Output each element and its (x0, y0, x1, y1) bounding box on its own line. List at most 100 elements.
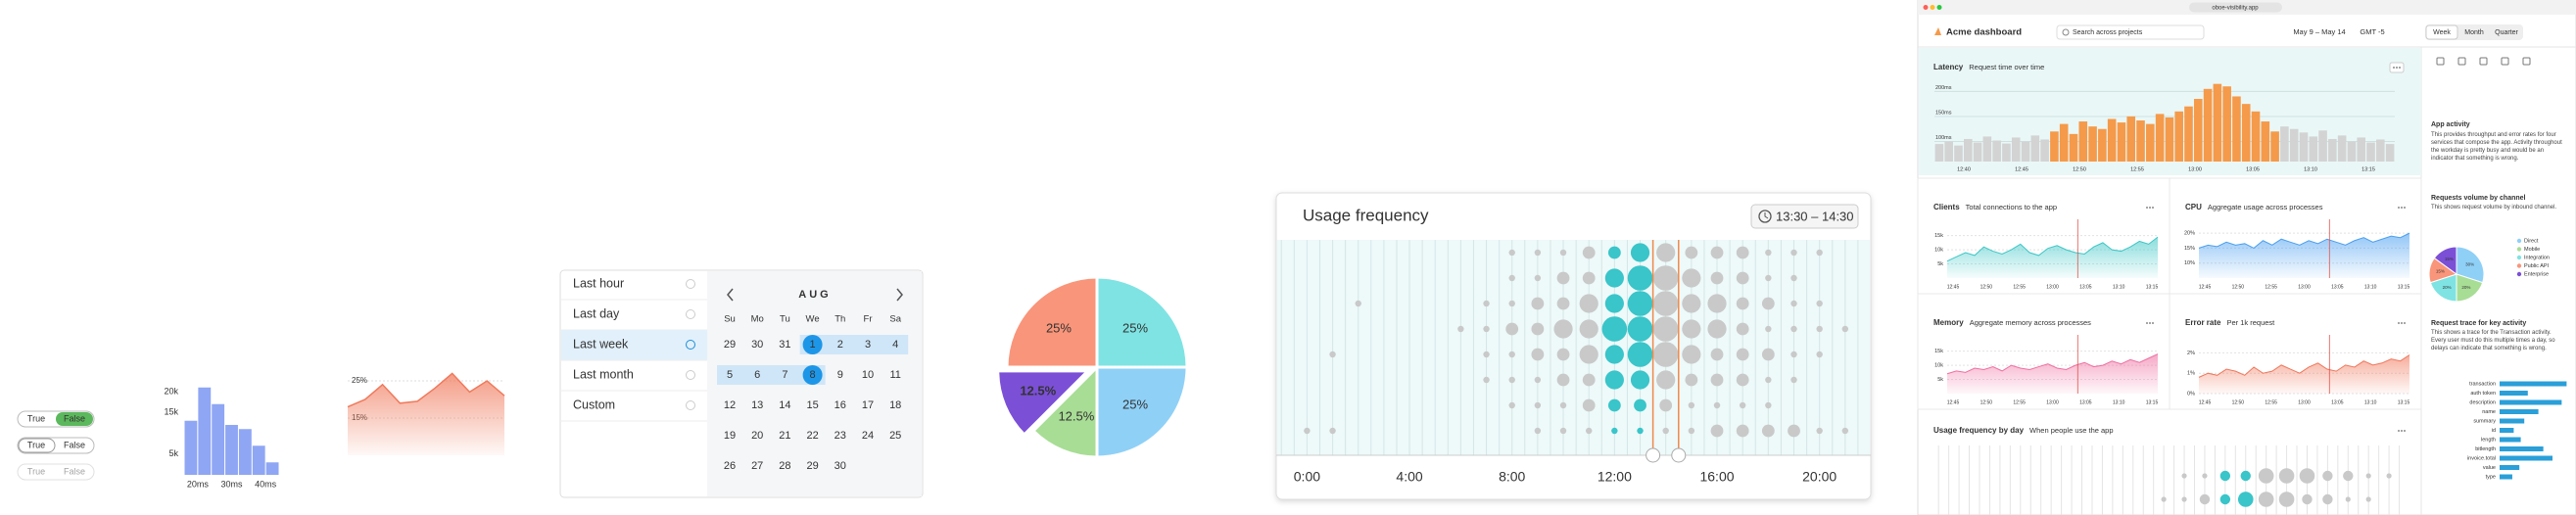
day[interactable]: 15 (806, 399, 818, 411)
day[interactable]: 30 (835, 460, 846, 472)
sidebar-icon[interactable] (2501, 57, 2509, 66)
app-title: Acme dashboard (1946, 27, 2022, 38)
x-tick-label: 12:55 (2265, 284, 2277, 290)
dot (2237, 492, 2254, 507)
toggle-on-label: True (27, 440, 45, 449)
section-title: Request trace for key activity (2431, 320, 2526, 327)
day[interactable]: 8 (810, 369, 816, 381)
day[interactable]: 7 (782, 369, 787, 381)
day[interactable]: 29 (806, 460, 818, 472)
option-icon (686, 400, 695, 410)
dot (1765, 249, 1772, 257)
range-handle[interactable] (1671, 447, 1687, 463)
day[interactable]: 31 (779, 339, 790, 351)
sidebar-icon[interactable] (2522, 57, 2531, 66)
day[interactable]: 14 (779, 399, 790, 411)
legend-swatch (2516, 271, 2522, 277)
day[interactable]: 28 (779, 460, 790, 472)
dot (1630, 243, 1650, 262)
day[interactable]: 13 (751, 399, 763, 411)
day[interactable]: 3 (865, 339, 871, 351)
period[interactable]: Quarter (2495, 29, 2518, 36)
day[interactable]: 22 (806, 430, 818, 442)
x-tick-label: 13:00 (2188, 166, 2202, 172)
range-option[interactable]: Last week (573, 337, 629, 351)
dot (1604, 294, 1624, 313)
x-tick-label: 4:00 (1396, 469, 1422, 485)
dot (1816, 300, 1823, 307)
range-handle[interactable] (1646, 447, 1661, 463)
search-box[interactable] (2056, 24, 2205, 40)
dot (2322, 470, 2333, 482)
dot (1736, 322, 1749, 336)
x-tick-label: 13:00 (2046, 284, 2059, 290)
day[interactable]: 4 (892, 339, 898, 351)
bar (2203, 88, 2213, 162)
day[interactable]: 29 (724, 339, 736, 351)
prev-arrow[interactable] (727, 288, 734, 302)
dot (1816, 325, 1823, 333)
menu-dot (2146, 322, 2148, 324)
bar (2184, 106, 2193, 162)
day[interactable]: 30 (751, 339, 763, 351)
pie-slice (1030, 363, 1099, 459)
day[interactable]: 27 (751, 460, 763, 472)
y-tick-label: 20% (2184, 231, 2195, 237)
day[interactable]: 16 (835, 399, 846, 411)
day[interactable]: 11 (889, 369, 900, 381)
day[interactable]: 26 (724, 460, 736, 472)
bar (2165, 117, 2174, 162)
area (2199, 233, 2409, 278)
day[interactable]: 9 (837, 369, 843, 381)
day[interactable]: 20 (751, 430, 763, 442)
dot (1739, 401, 1746, 409)
dot (1534, 427, 1542, 435)
period[interactable]: Week (2433, 29, 2451, 36)
sidebar-icon[interactable] (2436, 57, 2445, 66)
slice-label: 20% (2443, 285, 2452, 290)
menu-dot (2152, 322, 2154, 324)
dot (1637, 427, 1644, 435)
range-option[interactable]: Last day (573, 306, 620, 320)
day[interactable]: 5 (727, 369, 733, 381)
sidebar-icon[interactable] (2457, 57, 2466, 66)
day[interactable]: 25 (889, 430, 901, 442)
dot (1790, 351, 1797, 358)
weekday: Su (724, 314, 736, 325)
day[interactable]: 10 (862, 369, 874, 381)
legend-swatch (2516, 238, 2522, 244)
day[interactable]: 18 (889, 399, 901, 411)
next-arrow[interactable] (896, 288, 903, 302)
day[interactable]: 1 (810, 339, 816, 351)
day[interactable]: 6 (754, 369, 760, 381)
dot (1656, 243, 1676, 262)
sidebar-icon[interactable] (2479, 57, 2488, 66)
dot (1457, 325, 1464, 333)
x-tick-label: 12:55 (2013, 284, 2026, 290)
pie-slice (1005, 275, 1099, 369)
day[interactable]: 2 (837, 339, 843, 351)
y-tick-label: 15k (1934, 233, 1943, 239)
day[interactable]: 24 (862, 430, 874, 442)
dot (2345, 496, 2351, 502)
bar (1954, 145, 1963, 162)
range-option[interactable]: Custom (573, 398, 615, 411)
dot (2181, 496, 2187, 502)
day[interactable]: 17 (862, 399, 874, 411)
weekday: Th (835, 314, 845, 325)
bar (2357, 137, 2366, 162)
day[interactable]: 23 (835, 430, 846, 442)
day[interactable]: 19 (724, 430, 736, 442)
x-tick-label: 13:00 (2298, 284, 2311, 290)
day[interactable]: 12 (724, 399, 736, 411)
range-option[interactable]: Last hour (573, 276, 624, 290)
period[interactable]: Month (2464, 29, 2484, 36)
range-option[interactable]: Last month (573, 367, 634, 381)
dot (1582, 373, 1596, 387)
dot (1790, 325, 1797, 333)
range-band (799, 335, 909, 354)
dot (1707, 319, 1727, 339)
y-tick-label: 5k (1937, 377, 1943, 383)
bar (2251, 111, 2261, 162)
day[interactable]: 21 (779, 430, 790, 442)
